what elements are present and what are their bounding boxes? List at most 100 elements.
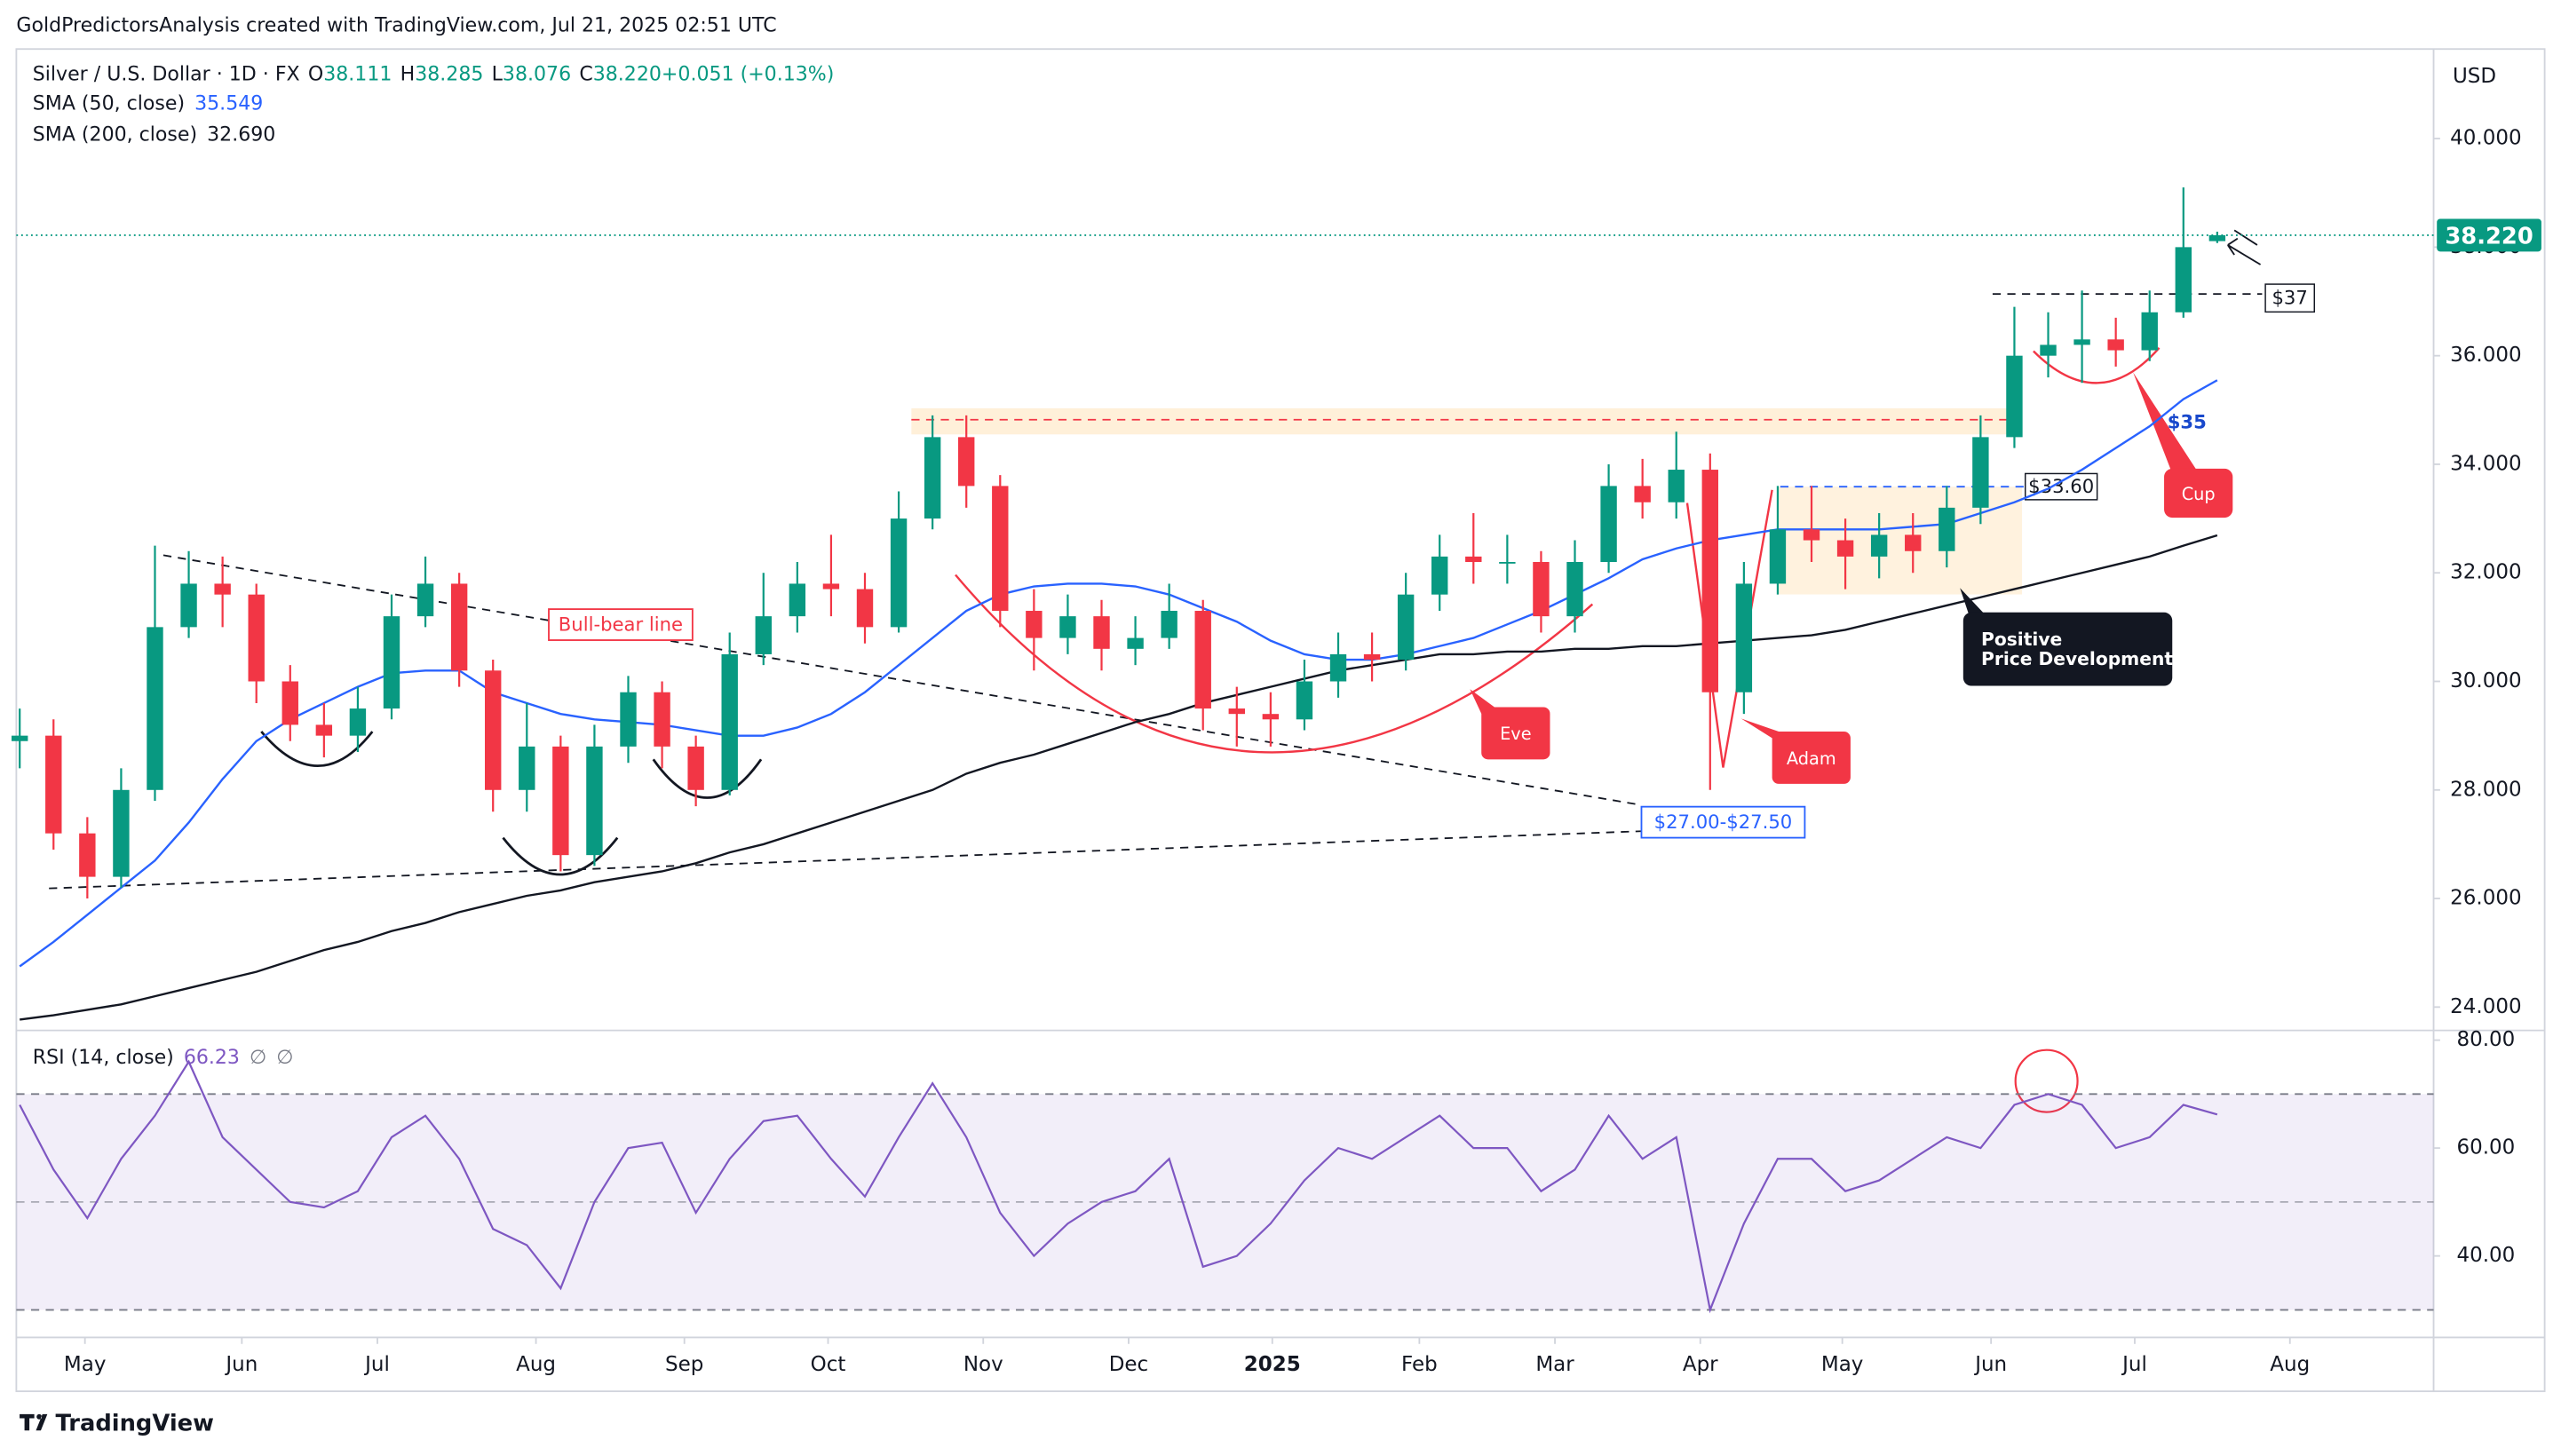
legend-title: RSI (14, close) (33, 1047, 174, 1069)
annotation-label: $27.00-$27.50 (1654, 811, 1793, 833)
adam-v (1685, 489, 1773, 768)
candle-body (450, 583, 468, 671)
x-tick-label: Mar (1535, 1353, 1574, 1376)
candle-body (1397, 594, 1415, 661)
symbol-legend: Silver / U.S. Dollar · 1D · FX O38.111 H38… (33, 64, 835, 86)
candle-body (1668, 470, 1685, 502)
candle-body (281, 681, 298, 725)
legend-value: 38.076 (503, 64, 571, 86)
x-tick-label: Nov (963, 1353, 1003, 1376)
candle-body (1600, 486, 1617, 562)
candle-body (45, 735, 62, 834)
candle-body (1972, 437, 1989, 508)
candle-body (1499, 561, 1516, 564)
sma-legend: SMA (200, close) 32.690 (33, 124, 276, 146)
candle-body (1161, 611, 1177, 638)
y-tick-label: 40.00 (2456, 1244, 2515, 1267)
legend-prefix: C (579, 64, 592, 86)
legend-value: +0.051 (+0.13%) (662, 64, 834, 86)
annotation-label: Positive Price Development (1981, 629, 2173, 669)
candle-body (2040, 344, 2057, 356)
annotation-label: $33.60 (2028, 475, 2094, 497)
candle-body (924, 437, 941, 519)
legend-prefix: H (400, 64, 416, 86)
arrow (2227, 229, 2262, 265)
x-tick-label: Apr (1683, 1353, 1718, 1376)
annotation-line: Positive (1981, 629, 2062, 650)
callout (1772, 732, 1851, 784)
footer: TradingView (20, 1410, 214, 1436)
y-tick-label: 36.000 (2450, 344, 2521, 367)
sma-legend: SMA (50, close) 35.549 (33, 93, 264, 115)
candle-body (383, 616, 400, 709)
candle-body (12, 735, 28, 741)
y-tick-label: 40.000 (2450, 127, 2521, 150)
candle-body (180, 583, 197, 628)
y-tick-label: 24.000 (2450, 995, 2521, 1018)
candle-body (1127, 637, 1144, 649)
candle-body (721, 653, 738, 790)
candle-body (1059, 616, 1076, 638)
annotation-label: Eve (1500, 724, 1532, 744)
x-tick-label: Sep (665, 1353, 703, 1376)
legend-entry: SMA (50, close) (33, 93, 185, 115)
x-tick-label: Dec (1109, 1353, 1148, 1376)
candle-body (147, 627, 163, 790)
candle-body (2107, 339, 2124, 351)
candle-body (1836, 540, 1854, 557)
annotation-label: $35 (2168, 410, 2207, 432)
candle-body (1093, 616, 1110, 649)
annotation-label: Bull-bear line (559, 613, 683, 635)
callout (1962, 612, 2173, 686)
outer-frame (15, 48, 2546, 1393)
legend-prefix: O (308, 64, 323, 86)
label-box (548, 608, 694, 641)
x-tick-label: Jun (224, 1353, 258, 1376)
y-tick-label: 30.000 (2450, 669, 2521, 692)
candle-body (1939, 507, 1955, 551)
legend-value: 66.23 (184, 1047, 240, 1069)
candle-body (1701, 470, 1718, 692)
y-tick-label: 32.000 (2450, 561, 2521, 584)
candle-body (2141, 312, 2158, 351)
candle-body (2073, 339, 2090, 345)
legend-value: 32.690 (207, 124, 275, 146)
rsi-line (19, 1059, 2218, 1314)
y-tick-label: 34.000 (2450, 452, 2521, 475)
x-tick-label: Feb (1401, 1353, 1438, 1376)
x-tick-label: Jul (2121, 1353, 2147, 1376)
x-tick-label: Aug (2270, 1353, 2310, 1376)
candle-body (1228, 708, 1245, 715)
arc (260, 731, 374, 768)
candle-body (890, 518, 908, 628)
callout-pointer (1740, 718, 1784, 739)
x-tick-label: Jun (1973, 1353, 2007, 1376)
x-tick-label: 2025 (1244, 1353, 1301, 1376)
support-line (49, 830, 1642, 890)
candle-body (1870, 534, 1888, 557)
currency-label: USD (2453, 65, 2496, 88)
callout (2164, 468, 2233, 518)
candle-body (1803, 529, 1820, 541)
frame (15, 48, 2546, 1393)
candle-body (248, 594, 265, 682)
candle-body (1329, 653, 1347, 682)
candle-body (552, 746, 569, 856)
candle-body (755, 616, 772, 654)
candle-body (1194, 611, 1211, 709)
callout-pointer (1960, 588, 1986, 618)
candle-body (2175, 247, 2192, 313)
candle-body (1465, 556, 1482, 562)
x-tick-label: Jul (363, 1353, 390, 1376)
candle-body (992, 486, 1009, 612)
y-tick-label: 28.000 (2450, 778, 2521, 801)
legend-entry: SMA (200, close) (33, 124, 197, 146)
legend-title: Silver / U.S. Dollar · 1D · FX (33, 64, 300, 86)
highlight-circle (2014, 1048, 2079, 1113)
candle-body (519, 746, 535, 790)
candle-body (586, 746, 603, 856)
candle-body (214, 583, 231, 595)
